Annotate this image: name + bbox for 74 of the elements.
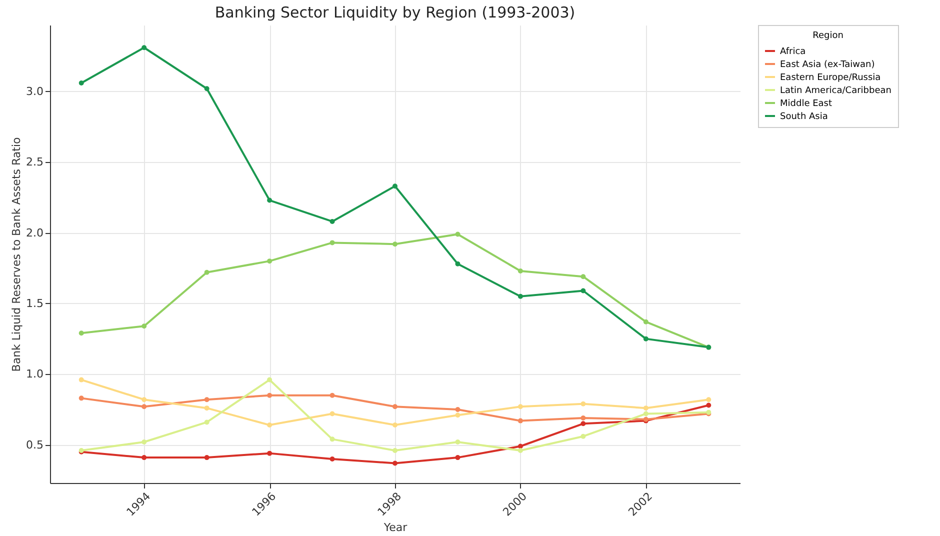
point [330,218,335,224]
legend-title: Region [812,31,844,41]
point [580,421,586,426]
point [267,422,272,428]
point [518,268,523,274]
point [267,392,272,398]
point [330,436,335,442]
legend-label: Eastern Europe/Russia [780,73,881,83]
point [455,407,460,412]
point [78,80,84,86]
point [392,448,398,453]
y-tick-label: 1.5 [26,296,44,310]
chart-title: Banking Sector Liquidity by Region (1993-2003) [214,4,576,22]
point [392,460,398,466]
point [204,270,210,275]
point [142,324,147,329]
y-axis-title: Bank Liquid Reserves to Bank Assets Ratio [10,137,24,372]
point [518,294,523,299]
point [706,402,712,408]
legend-label: Middle East [780,99,832,109]
point [455,455,460,460]
point [204,86,210,92]
legend-label: East Asia (ex-Taiwan) [780,60,875,70]
point [142,397,147,402]
point [580,415,586,420]
point [580,274,586,280]
point [330,456,335,462]
point [643,411,648,416]
legend-label: Africa [780,47,806,57]
point [518,448,523,453]
legend-label: South Asia [780,112,828,122]
point [455,261,460,266]
point [392,404,398,410]
point [518,418,523,424]
point [78,330,84,336]
y-tick-label: 1.0 [26,368,44,381]
point [330,240,335,246]
point [455,412,460,418]
point [267,450,272,456]
y-tick-label: 2.0 [26,226,44,240]
point [78,377,84,382]
point [455,232,460,237]
point [330,392,335,398]
legend-label: Latin America/Caribbean [780,86,892,96]
point [204,420,210,425]
point [706,397,712,402]
point [643,319,648,324]
point [267,377,272,382]
point [455,440,460,444]
point [142,455,147,460]
point [204,397,210,402]
point [392,184,398,189]
point [267,198,272,203]
point [204,406,210,411]
point [142,404,147,410]
point [142,45,147,50]
y-tick-label: 2.5 [26,156,44,169]
y-tick-label: 0.5 [26,438,44,452]
point [643,336,648,342]
point [518,404,523,410]
point [580,401,586,406]
point [78,396,84,401]
x-axis-title: Year [382,521,408,534]
point [267,258,272,264]
point [330,411,335,416]
point [518,444,523,449]
point [580,434,586,439]
point [580,288,586,294]
point [643,406,648,411]
point [204,455,210,460]
point [392,242,398,247]
y-tick-label: 3.0 [26,84,44,98]
point [392,422,398,428]
point [142,440,147,444]
